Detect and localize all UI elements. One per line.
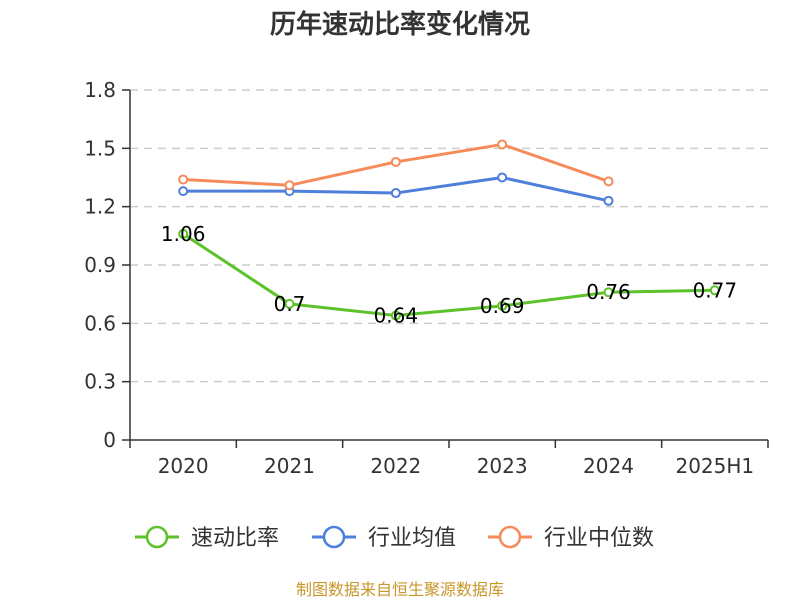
legend-marker [145,525,169,549]
series-lines [178,139,720,321]
legend: 速动比率 行业均值 行业中位数 [135,525,654,551]
x-tick-label: 2021 [264,454,315,478]
x-tick-label: 2025H1 [675,454,754,478]
y-tick-label: 0.3 [84,370,116,394]
y-tick-label: 1.5 [84,136,116,160]
data-point [178,174,189,185]
legend-item-2[interactable]: 行业中位数 [488,525,654,551]
data-label: 0.69 [480,294,525,318]
data-point [603,195,614,206]
legend-label: 行业中位数 [544,526,654,551]
data-point [709,285,720,296]
x-tick-label: 2020 [158,454,209,478]
x-tick-label: 2023 [477,454,528,478]
legend-label: 速动比率 [191,526,279,551]
data-point [390,310,401,321]
data-label: 0.64 [374,304,419,328]
source-note: 制图数据来自恒生聚源数据库 [296,580,504,599]
data-label: 0.76 [586,280,631,304]
legend-label: 行业均值 [368,526,456,551]
data-point [603,287,614,298]
legend-marker [498,525,522,549]
data-point [390,156,401,167]
series-line-0 [182,232,715,318]
data-point [284,180,295,191]
axes: 0 0.3 0.6 0.9 1.2 1.5 1.8 2020 2021 2022 2023 2024 2… [84,78,769,478]
data-label: 1.06 [161,222,206,246]
y-tick-label: 1.2 [84,195,116,219]
data-labels: 1.06 0.7 0.64 0.69 0.76 0.77 [161,222,737,328]
chart-title: 历年速动比率变化情况 [270,9,530,40]
legend-item-1[interactable]: 行业均值 [312,525,456,551]
grid-lines [130,89,768,383]
data-point [178,228,189,239]
data-point [178,186,189,197]
y-tick-label: 0 [103,428,116,452]
data-point [284,298,295,309]
data-label: 0.77 [693,278,738,302]
y-tick-label: 0.6 [84,311,116,335]
x-tick-label: 2022 [370,454,421,478]
data-label: 0.7 [274,292,306,316]
legend-item-0[interactable]: 速动比率 [135,525,279,551]
legend-marker [322,525,346,549]
data-point [497,139,508,150]
y-tick-label: 0.9 [84,253,116,277]
data-point [603,176,614,187]
x-tick-label: 2024 [583,454,634,478]
data-point [497,172,508,183]
y-tick-label: 1.8 [84,78,116,102]
data-point [497,300,508,311]
data-point [390,188,401,199]
